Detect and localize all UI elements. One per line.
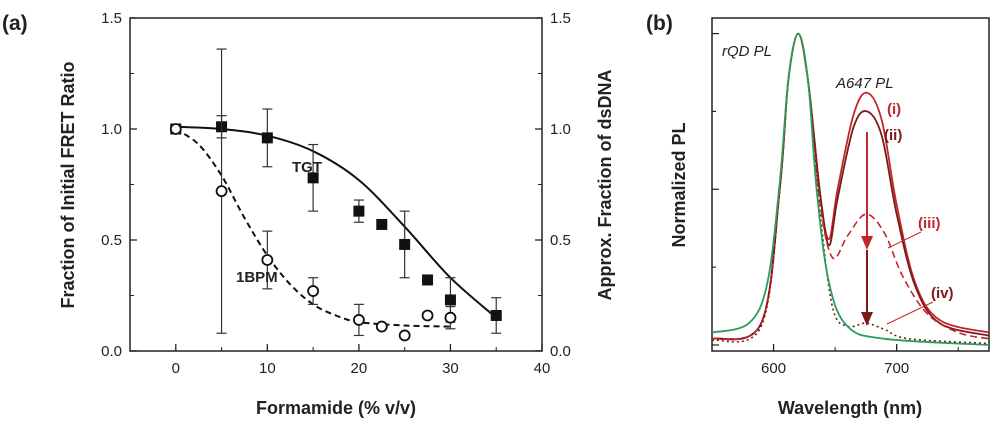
leader-iv xyxy=(886,301,934,325)
panel-b-label: (b) xyxy=(646,12,673,35)
point-1bpm xyxy=(307,285,320,297)
data-points-a xyxy=(169,48,502,342)
spectrum-line xyxy=(711,32,990,346)
fit-curves-a xyxy=(175,125,497,328)
x-ticks-b: 600 700 xyxy=(761,344,959,377)
fit-curve-1bpm xyxy=(175,128,451,328)
annotation-i: (i) xyxy=(887,101,901,118)
point-tgt xyxy=(490,309,502,321)
spectrum-line xyxy=(711,32,990,345)
x-axis-title-a: Formamide (% v/v) xyxy=(256,398,416,418)
panel-b: (b) 600 700 rQD PL A647 PL (i) (ii) (iii)… xyxy=(646,12,990,418)
x-tick-label-b: 600 xyxy=(761,360,786,377)
point-1bpm xyxy=(215,185,228,198)
point-tgt xyxy=(376,218,388,230)
spectra-lines-b xyxy=(711,32,990,346)
arrow-lower-head xyxy=(861,312,873,326)
x-tick-label-a: 20 xyxy=(351,360,368,377)
point-tgt xyxy=(353,205,365,217)
point-tgt xyxy=(261,132,273,144)
y-tick-label-right-a: 0.0 xyxy=(550,343,571,360)
fit-curve-tgt xyxy=(175,125,497,319)
point-1bpm xyxy=(352,314,365,326)
point-1bpm xyxy=(169,123,182,135)
point-1bpm xyxy=(375,320,388,333)
y-ticks-right-a: 0.0 0.5 1.0 1.5 xyxy=(535,10,571,360)
annotation-rqd-pl: rQD PL xyxy=(722,43,772,60)
y-tick-label-right-a: 1.0 xyxy=(550,121,571,138)
point-1bpm xyxy=(398,329,411,342)
arrow-upper-head xyxy=(861,236,873,250)
y-ticks-b xyxy=(712,32,719,346)
x-tick-label-b: 700 xyxy=(884,360,909,377)
point-tgt xyxy=(422,274,434,286)
leader-iii xyxy=(887,231,922,249)
annotation-tgt: TGT xyxy=(292,159,322,176)
annotation-a647-pl: A647 PL xyxy=(835,75,894,92)
annotation-iv: (iv) xyxy=(931,285,954,302)
y-tick-label-left-a: 1.0 xyxy=(101,121,122,138)
annotation-ii: (ii) xyxy=(884,127,902,144)
y-tick-label-right-a: 0.5 xyxy=(550,232,571,249)
point-1bpm xyxy=(444,311,457,324)
y-axis-title-b: Normalized PL xyxy=(669,122,689,247)
x-ticks-a: 0 10 20 30 40 xyxy=(129,344,551,377)
y-axis-title-right-a: Approx. Fraction of dsDNA xyxy=(595,69,615,300)
point-1bpm xyxy=(421,309,434,322)
y-tick-label-left-a: 1.5 xyxy=(101,10,122,27)
point-tgt xyxy=(444,294,456,306)
annotation-iii: (iii) xyxy=(918,215,941,232)
point-tgt xyxy=(307,172,319,184)
plot-frame-a xyxy=(129,17,543,352)
x-axis-title-b: Wavelength (nm) xyxy=(778,398,922,418)
y-ticks-left-a: 0.0 0.5 1.0 1.5 xyxy=(101,10,137,360)
y-tick-label-right-a: 1.5 xyxy=(550,10,571,27)
x-tick-label-a: 0 xyxy=(172,360,180,377)
y-tick-label-left-a: 0.0 xyxy=(101,343,122,360)
panel-a: (a) 0 10 20 30 40 0.00.51.01.5 0.00.51.01.5 … xyxy=(2,10,615,418)
point-tgt xyxy=(399,238,411,250)
x-tick-label-a: 10 xyxy=(259,360,276,377)
annotation-1bpm: 1BPM xyxy=(236,269,278,286)
x-tick-label-a: 30 xyxy=(442,360,459,377)
plot-frame-b xyxy=(711,17,990,352)
y-tick-label-left-a: 0.5 xyxy=(101,232,122,249)
panel-a-label: (a) xyxy=(2,12,28,35)
point-1bpm xyxy=(261,254,274,266)
x-tick-label-a: 40 xyxy=(534,360,551,377)
y-axis-title-left-a: Fraction of Initial FRET Ratio xyxy=(58,61,78,308)
